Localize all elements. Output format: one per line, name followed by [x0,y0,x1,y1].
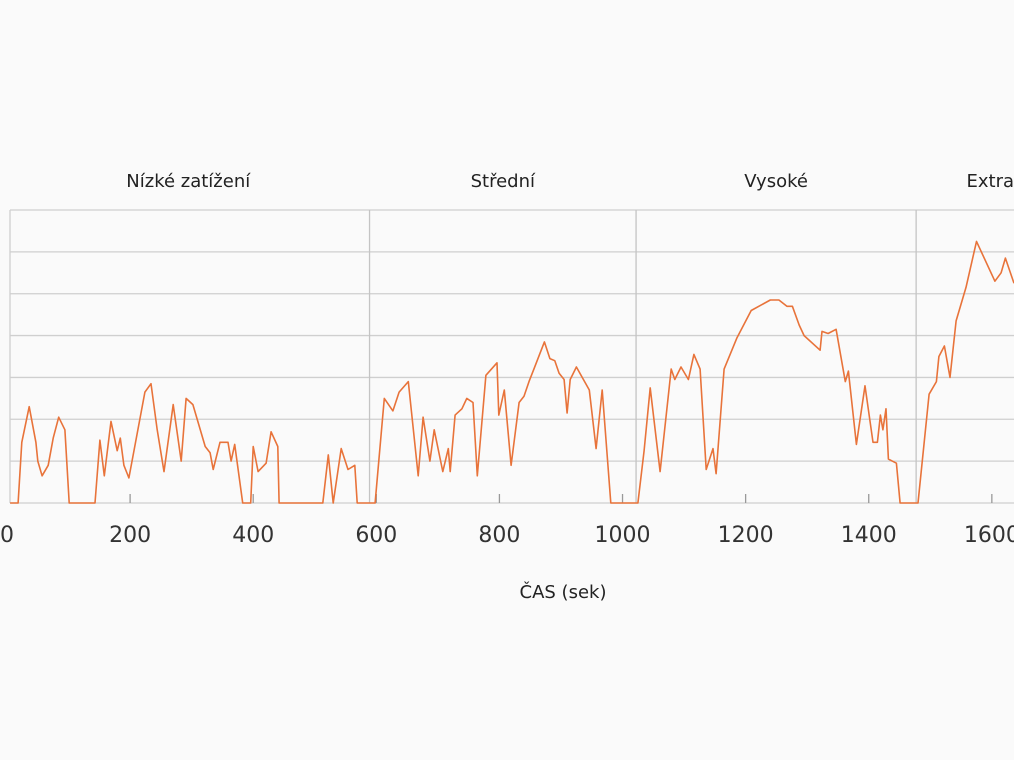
x-tick-label: 0 [0,523,14,548]
phase-label: Extra [966,171,1014,192]
x-axis-title: ČAS (sek) [520,581,607,603]
phase-label: Střední [471,171,536,192]
x-tick-label: 400 [232,523,274,548]
phase-label: Nízké zatížení [126,171,251,192]
x-tick-label: 1200 [718,523,774,548]
x-tick-label: 200 [109,523,151,548]
phase-label: Vysoké [744,171,808,192]
x-tick-label: 1600 [964,523,1014,548]
x-tick-label: 1400 [841,523,897,548]
x-tick-label: 600 [355,523,397,548]
x-tick-label: 800 [478,523,520,548]
speed-line [10,240,1014,504]
x-tick-label: 1000 [595,523,651,548]
